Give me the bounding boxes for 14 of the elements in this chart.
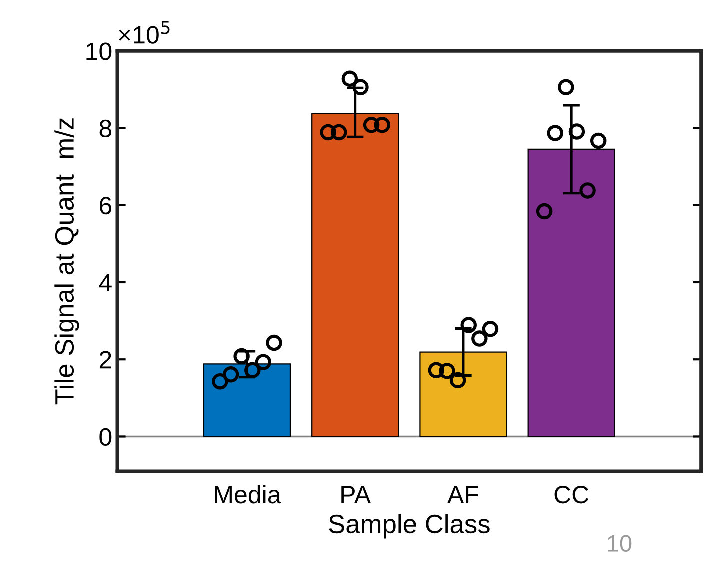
x-tick-label: CC <box>554 486 589 504</box>
x-tick-label: PA <box>342 486 372 504</box>
x-tick-label: AF <box>448 486 478 504</box>
y-tick-label: 6 <box>100 196 112 215</box>
y-tick-label: 8 <box>100 120 112 138</box>
y-tick-label: 2 <box>100 351 112 369</box>
y-tick-label: 10 <box>86 42 112 60</box>
x-tick-label: Media <box>215 485 282 504</box>
text: 10 <box>608 535 632 552</box>
y-axis-title: Tile Signal at Quant m/z <box>54 118 80 405</box>
text: ×10$^{5}$ <box>119 21 170 44</box>
y-tick-label: 0 <box>100 428 112 446</box>
y-tick-label: 4 <box>99 274 112 292</box>
x-axis-title: Sample Class <box>329 514 490 539</box>
